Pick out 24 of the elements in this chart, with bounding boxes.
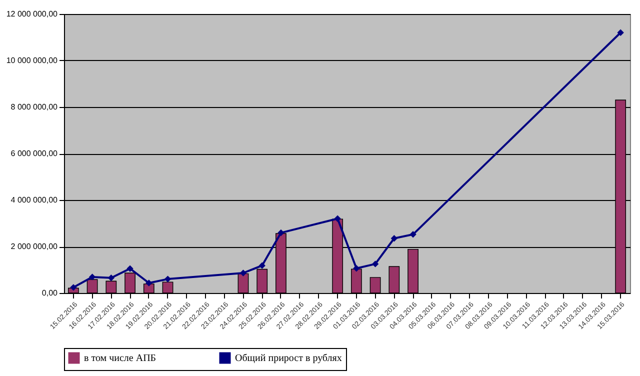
point xyxy=(334,215,341,222)
point xyxy=(164,276,172,282)
y-tick-label: 12 000 000,00 xyxy=(6,10,58,18)
y-tick-label: 4 000 000,00 xyxy=(10,196,58,204)
y-tick-label: 2 000 000,00 xyxy=(10,242,58,251)
point xyxy=(390,235,398,242)
point xyxy=(70,284,77,291)
y-tick-label: 10 000 000,00 xyxy=(6,56,58,65)
point xyxy=(410,231,416,238)
point xyxy=(258,262,266,269)
point xyxy=(146,280,152,286)
point xyxy=(617,29,624,36)
y-tick-label: 0,00 xyxy=(42,288,58,298)
legend-label: Общий прирост в рублях xyxy=(235,353,342,364)
legend-label: в том числе АПБ xyxy=(84,353,156,364)
point xyxy=(278,229,284,236)
point xyxy=(372,260,379,268)
point xyxy=(240,270,247,276)
point xyxy=(353,265,360,272)
y-tick-label: 6 000 000,00 xyxy=(10,149,58,158)
point xyxy=(88,274,96,280)
point xyxy=(108,274,115,282)
point xyxy=(126,265,134,272)
y-tick-label: 8 000 000,00 xyxy=(10,102,58,112)
